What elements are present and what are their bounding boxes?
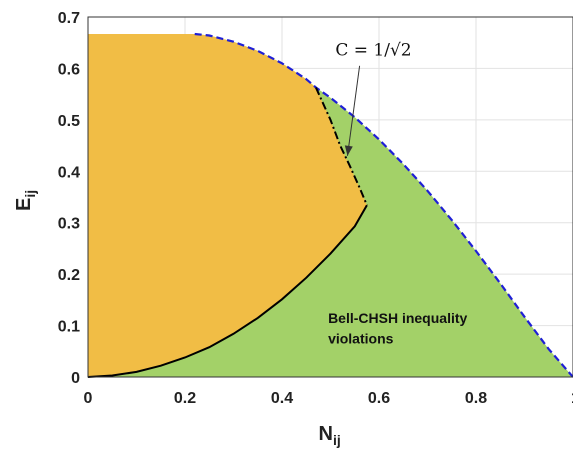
x-tick-label: 1 bbox=[571, 390, 573, 407]
y-axis-label: Eij bbox=[13, 190, 38, 211]
plot-frame bbox=[87, 16, 573, 378]
region-label-line1: Bell-CHSH inequality bbox=[328, 310, 467, 326]
y-tick-label: 0 bbox=[71, 370, 80, 387]
x-tick-label: 0.4 bbox=[271, 390, 293, 407]
outer-boundary-dashed-line bbox=[194, 32, 573, 378]
x-tick-label: 0.6 bbox=[368, 390, 390, 407]
y-tick-label: 0.1 bbox=[58, 319, 80, 336]
y-tick-label: 0.5 bbox=[58, 113, 80, 130]
y-tick-label: 0.2 bbox=[58, 267, 80, 284]
x-tick-labels: 0 0.2 0.4 0.6 0.8 1 bbox=[84, 390, 573, 407]
formula-annotation: C = 1/√2 bbox=[335, 41, 411, 61]
y-tick-label: 0.3 bbox=[58, 216, 80, 233]
y-tick-label: 0.7 bbox=[58, 10, 80, 27]
lower-curve-solid-line bbox=[87, 204, 368, 378]
y-tick-label: 0.4 bbox=[58, 164, 80, 181]
x-tick-label: 0.2 bbox=[174, 390, 196, 407]
orange-region bbox=[88, 34, 367, 377]
x-tick-label: 0 bbox=[84, 390, 93, 407]
x-axis-label: Nij bbox=[319, 423, 341, 448]
y-tick-label: 0.6 bbox=[58, 61, 80, 78]
annotation-arrow bbox=[346, 65, 361, 156]
annotation-arrow-head bbox=[344, 145, 353, 156]
y-tick-labels: 0 0.1 0.2 0.3 0.4 0.5 0.6 0.7 bbox=[58, 10, 80, 387]
x-tick-label: 0.8 bbox=[465, 390, 487, 407]
region-label-line2: violations bbox=[328, 331, 394, 347]
dash-dot-boundary-line bbox=[314, 87, 368, 206]
